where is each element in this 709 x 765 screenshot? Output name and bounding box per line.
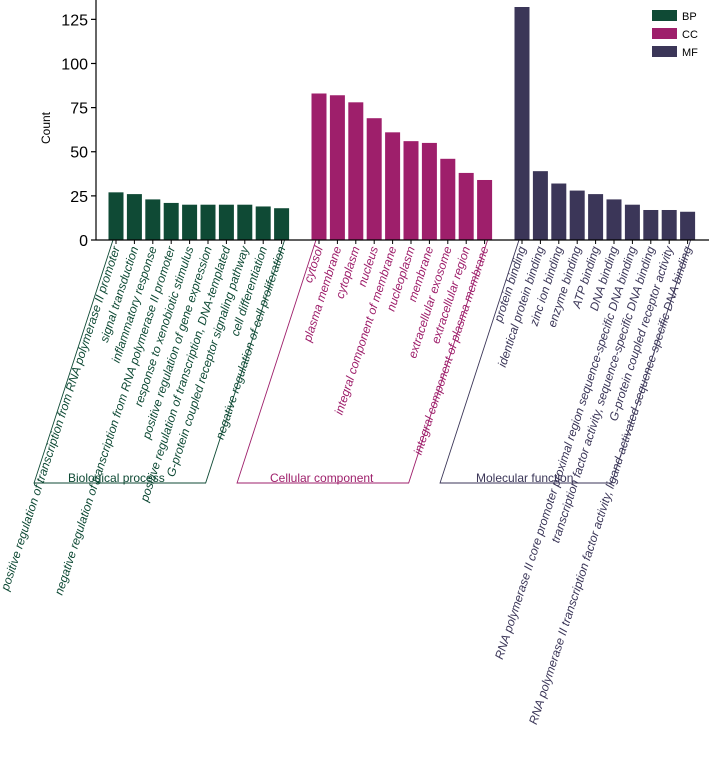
x-axis: [96, 239, 709, 244]
group-label-bp: Biological process: [68, 471, 165, 485]
bar-mf-zinc-ion-binding: [551, 183, 567, 240]
bar-cc-extracellular-exosome: [440, 158, 456, 240]
bar-mf-protein-binding: [514, 7, 530, 240]
group-label-mf: Molecular function: [476, 471, 573, 485]
y-tick-label-0: 0: [79, 233, 88, 250]
bar-cc-cytosol: [311, 93, 327, 240]
bar-mf-enzyme-binding: [569, 190, 585, 240]
bar-mf-transcription-factor-activity-sequence-specific-dna-binding: [643, 209, 659, 240]
bar-bp-inflammatory-response: [145, 199, 161, 240]
legend-swatch-mf: [652, 46, 677, 57]
bars: [108, 7, 696, 241]
legend-label-mf: MF: [682, 47, 698, 59]
bar-cc-nucleoplasm: [403, 141, 419, 240]
legend-swatch-cc: [652, 28, 677, 39]
y-axis-title: Count: [39, 111, 53, 144]
bar-cc-membrane: [421, 142, 437, 240]
bar-bp-positive-regulation-of-transcription-from-rna-polymerase-ii-promoter: [108, 192, 124, 240]
y-tick-label-50: 50: [70, 145, 88, 162]
legend: BP CC MF: [652, 10, 698, 59]
y-tick-label-100: 100: [61, 56, 88, 73]
bar-bp-positive-regulation-of-transcription-dna-templated: [218, 204, 234, 240]
bar-bp-g-protein-coupled-receptor-signaling-pathway: [237, 204, 253, 240]
bar-bp-response-to-xenobiotic-stimulus: [182, 204, 198, 240]
bar-mf-atp-binding: [588, 194, 604, 240]
bar-bp-signal-transduction: [126, 194, 142, 240]
bar-bp-negative-regulation-of-cell-proliferation: [274, 208, 290, 240]
legend-label-cc: CC: [682, 29, 698, 41]
bar-cc-extracellular-region: [458, 172, 474, 240]
bar-cc-integral-component-of-membrane: [385, 132, 401, 240]
bar-bp-positive-regulation-of-gene-expression: [200, 204, 216, 240]
bar-mf-rna-polymerase-ii-core-promoter-proximal-region-sequence-specific-dna-binding: [624, 204, 640, 240]
y-tick-label-125: 125: [61, 12, 88, 29]
bar-mf-rna-polymerase-ii-transcription-factor-activity-ligand-activated-sequence-specific-dna-binding: [680, 211, 696, 240]
bar-mf-identical-protein-binding: [532, 171, 548, 240]
legend-label-bp: BP: [682, 11, 697, 23]
bar-cc-cytoplasm: [348, 102, 364, 241]
bar-cc-plasma-membrane: [329, 95, 345, 241]
y-axis: 0 25 50 75 100 125 Count: [39, 0, 97, 250]
bar-mf-g-protein-coupled-receptor-activity: [661, 209, 677, 240]
y-tick-label-25: 25: [70, 189, 88, 206]
legend-swatch-bp: [652, 10, 677, 21]
group-labels: Biological process Cellular component Mole…: [68, 471, 573, 485]
group-label-cc: Cellular component: [270, 471, 374, 485]
bar-cc-nucleus: [366, 118, 382, 240]
bar-bp-cell-differentiation: [255, 206, 271, 240]
y-tick-label-75: 75: [70, 101, 88, 118]
bar-cc-integral-component-of-plasma-membrane: [477, 179, 493, 240]
bar-bp-negative-regulation-of-transcription-from-rna-polymerase-ii-promoter: [163, 202, 179, 240]
term-label-positive-regulation-of-transcription-from-rna-polymerase-ii-promoter: positive regulation of transcription fro…: [0, 244, 123, 594]
bar-mf-dna-binding: [606, 199, 622, 240]
